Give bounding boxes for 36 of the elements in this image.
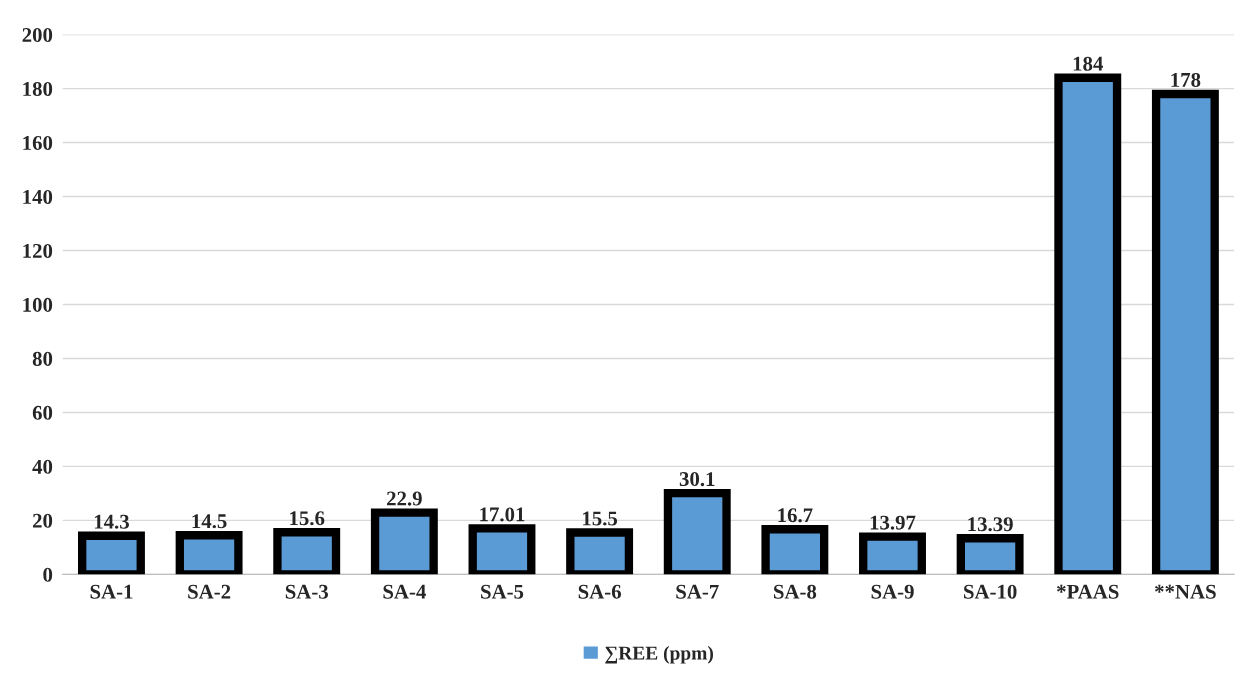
x-tick-label: **NAS: [1155, 584, 1216, 599]
y-tick-label: 80: [32, 351, 53, 366]
x-tick-label: SA-7: [676, 584, 719, 599]
y-tick-label: 60: [32, 405, 53, 420]
data-label: 30.1: [679, 472, 715, 487]
y-tick-label: 20: [32, 513, 53, 528]
y-tick-label: 160: [23, 135, 53, 150]
data-label: 15.5: [583, 511, 618, 526]
x-tick-label: SA-5: [481, 584, 524, 599]
x-tick-label: SA-2: [188, 584, 231, 599]
x-tick-label: SA-10: [964, 584, 1017, 599]
y-tick-label: 40: [32, 459, 53, 474]
x-tick-label: SA-9: [871, 584, 914, 599]
y-tick-label: 0: [43, 567, 53, 582]
data-label: 15.6: [290, 511, 325, 526]
x-tick-label: SA-4: [383, 584, 426, 599]
y-tick-label: 100: [23, 297, 53, 312]
x-tick-label: *PAAS: [1056, 584, 1119, 599]
data-label: 178: [1171, 72, 1201, 87]
data-label: 184: [1073, 56, 1103, 71]
y-tick-label: 140: [23, 189, 53, 204]
data-label: 13.97: [870, 515, 916, 530]
y-tick-label: 120: [23, 243, 53, 258]
y-tick-label: 180: [23, 81, 53, 97]
data-label: 14.3: [94, 514, 129, 529]
x-tick-label: SA-1: [90, 584, 133, 599]
data-label: 14.5: [192, 514, 227, 529]
y-tick-label: 200: [22, 27, 53, 43]
legend-label: ∑REE (ppm): [605, 645, 714, 664]
data-label: 22.9: [387, 491, 422, 506]
x-tick-label: SA-6: [578, 584, 621, 599]
data-label: 13.39: [968, 517, 1013, 532]
x-tick-label: SA-3: [285, 584, 328, 599]
x-tick-label: SA-8: [773, 584, 817, 599]
data-label: 16.7: [778, 508, 813, 523]
data-label: 17.01: [480, 507, 525, 522]
